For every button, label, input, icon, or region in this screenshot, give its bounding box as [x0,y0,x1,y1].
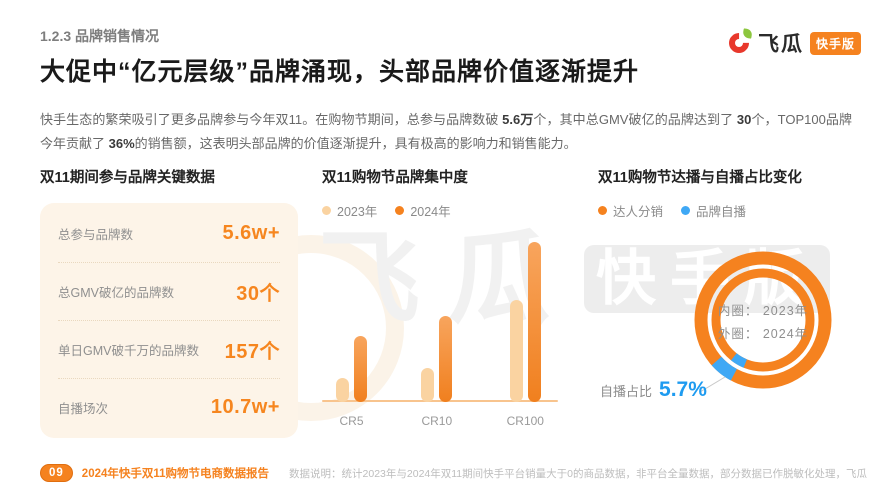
bar-cr100-2023年 [509,299,523,402]
legend-dot-distribution [598,206,607,215]
donut-chart: 内圈： 2023年 外圈： 2024年 自播占比 5.7% [598,228,889,446]
bar-cr100-2024年 [527,242,541,402]
bar-cr10-2024年 [439,315,453,402]
legend-label-distribution: 达人分销 [613,205,664,219]
key-data-value: 157个 [224,341,280,363]
edition-badge: 快手版 [809,31,861,55]
key-data-row: 总GMV破亿的品牌数 30个 [58,263,280,321]
key-data-title: 双11期间参与品牌关键数据 [40,170,215,186]
donut-center-line-2: 外圈： 2024年 [718,327,808,341]
bar-chart-legend: 2023年 2024年 [322,201,562,220]
self-broadcast-annotation: 自播占比 5.7% [600,378,707,402]
legend-item-self-broadcast: 品牌自播 [681,201,746,220]
bar-pair [421,240,453,402]
key-data-row: 自播场次 10.7w+ [58,379,280,436]
bar-pair [509,240,541,402]
key-data-label: 总参与品牌数 [58,228,134,242]
intro-highlight: 30 [736,112,752,127]
intro-text: 快手生态的繁荣吸引了更多品牌参与今年双11。在购物节期间，总参与品牌数破 [40,112,503,127]
legend-item-distribution: 达人分销 [598,201,663,220]
donut-rings: 内圈： 2023年 外圈： 2024年 [694,251,832,393]
bar-cr5-2023年 [336,378,349,402]
donut-chart-legend: 达人分销 品牌自播 [598,201,889,220]
legend-dot-2023 [322,206,331,215]
intro-paragraph: 快手生态的繁荣吸引了更多品牌参与今年双11。在购物节期间，总参与品牌数破 5.6… [40,108,852,155]
bar-chart-axis [322,400,558,402]
callout-line [699,376,726,393]
page-number-badge: 09 [40,464,73,482]
intro-highlight: 5.6万 [502,112,534,127]
key-data-value: 30个 [236,283,280,305]
leaf-icon [742,28,753,39]
melon-icon [727,28,753,55]
key-data-panel: 总参与品牌数 5.6w+ 总GMV破亿的品牌数 30个单日GMV破千万的品牌数 157个… [40,203,298,438]
bar-cr10-2023年 [421,368,435,402]
bar-category-label: CR5 [339,414,364,428]
bar-category-label: CR100 [506,414,544,428]
bar-groups: CR5 CR10 CR100 [322,234,562,430]
key-data-section: 双11期间参与品牌关键数据 总参与品牌数 5.6w+ 总GMV破亿的品牌数 30个单日… [40,166,298,438]
concentration-chart-section: 双11购物节品牌集中度 2023年 2024年 CR5 CR10 CR100 [322,166,562,430]
intro-text: 的销售额，这表明头部品牌的价值逐渐提升，具有极高的影响力和销售能力。 [134,135,577,151]
key-data-label: 总GMV破亿的品牌数 [58,286,174,300]
bar-cr5-2024年 [354,336,367,402]
legend-dot-2024 [395,206,405,215]
legend-dot-self-broadcast [681,206,691,215]
donut-center-line-1: 内圈： 2023年 [718,304,808,318]
key-data-row: 单日GMV破千万的品牌数 157个 [58,321,280,379]
intro-text: 个，其中总GMV破亿的品牌达到了 [533,112,737,127]
key-data-row: 总参与品牌数 5.6w+ [58,205,280,263]
bar-group-cr5: CR5 [336,234,367,430]
data-source-note: 数据说明：统计2023年与2024年双11期间快手平台销量大于0的商品数据，非平… [289,467,867,480]
bar-pair [336,240,367,402]
bar-chart: CR5 CR10 CR100 [322,234,562,430]
intro-highlight: 36% [108,135,135,151]
legend-label-2023: 2023年 [337,205,378,219]
donut-chart-title: 双11购物节达播与自播占比变化 [598,170,802,186]
bar-category-label: CR10 [421,414,453,428]
report-title: 2024年快手双11购物节电商数据报告 [81,468,270,480]
key-data-label: 自播场次 [58,402,109,416]
brand-logo: 飞瓜 快手版 [727,28,861,58]
page-title: 大促中“亿元层级”品牌涌现，头部品牌价值逐渐提升 [40,58,640,86]
legend-item-2023: 2023年 [322,201,377,220]
key-data-label: 单日GMV破千万的品牌数 [58,344,199,358]
brand-name: 飞瓜 [757,33,804,56]
section-label: 1.2.3 品牌销售情况 [40,28,160,44]
bar-chart-title: 双11购物节品牌集中度 [322,170,468,186]
bar-group-cr100: CR100 [507,234,544,430]
legend-label-2024: 2024年 [410,205,451,219]
legend-item-2024: 2024年 [395,201,451,220]
footer: 09 2024年快手双11购物节电商数据报告 数据说明：统计2023年与2024… [40,464,867,482]
broadcast-share-section: 双11购物节达播与自播占比变化 达人分销 品牌自播 内圈： 2023年 外圈： … [598,166,889,446]
key-data-value: 10.7w+ [210,396,280,418]
key-data-value: 5.6w+ [222,222,280,244]
annotation-label: 自播占比 [600,384,653,399]
bar-group-cr10: CR10 [421,234,453,430]
annotation-value: 5.7% [659,378,707,401]
intro-text: 个，TOP100品牌今年贡献了 [40,112,852,151]
legend-label-self-broadcast: 品牌自播 [696,205,747,219]
